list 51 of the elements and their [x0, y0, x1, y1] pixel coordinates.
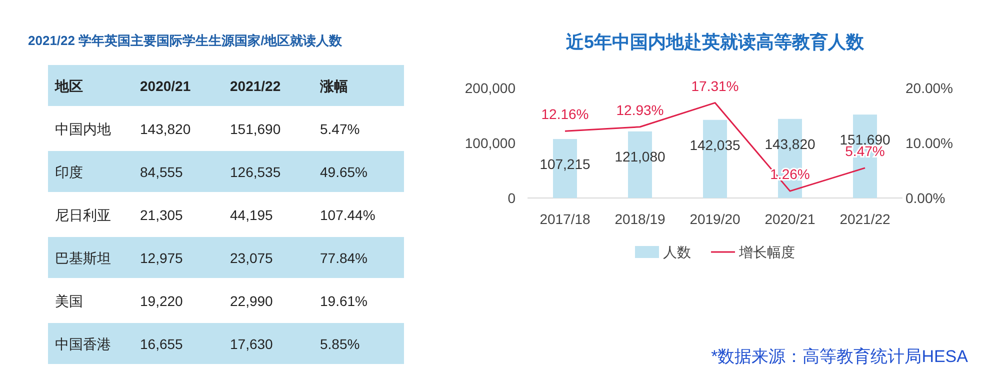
text: 巴基斯坦 [55, 250, 111, 266]
text: 23,075 [230, 250, 274, 266]
legend-label: 增长幅度 [738, 244, 795, 260]
text: 19.61% [320, 293, 368, 309]
text: *数据来源：高等教育统计局HESA [711, 347, 969, 366]
y-tick-label: 100,000 [464, 135, 516, 151]
text: 2021/22 学年英国主要国际学生生源国家/地区就读人数 [28, 33, 344, 48]
data-label: 143,820 [764, 136, 816, 152]
y2-tick-label: 10.00% [906, 135, 953, 151]
text: 151,690 [230, 121, 281, 137]
text: 印度 [55, 164, 83, 180]
data-label: 12.16% [541, 106, 589, 122]
y2-tick-label: 20.00% [906, 80, 953, 96]
text: 22,990 [230, 293, 274, 309]
chart-title: 近5年中国内地赴英就读高等教育人数 [564, 31, 866, 52]
data-label: 121,080 [614, 148, 666, 164]
text: 16,655 [140, 336, 184, 352]
text: 2021/22 [230, 78, 281, 94]
text: 尼日利亚 [55, 207, 111, 223]
text: 17,630 [230, 336, 274, 352]
text: 涨幅 [319, 78, 348, 94]
text: 地区 [54, 78, 83, 94]
text: 143,820 [140, 121, 191, 137]
text: 126,535 [230, 164, 281, 180]
text: 中国香港 [55, 336, 111, 352]
x-tick-label: 2017/18 [540, 211, 591, 227]
x-tick-label: 2018/19 [614, 211, 666, 227]
text: 5.47% [320, 121, 360, 137]
x-tick-label: 2019/20 [690, 211, 741, 227]
text: 美国 [55, 293, 83, 309]
text: 44,195 [230, 207, 274, 223]
data-label: 12.93% [616, 102, 664, 118]
x-tick-label: 2021/22 [840, 211, 891, 227]
data-label: 17.31% [691, 78, 739, 94]
text: 77.84% [320, 250, 368, 266]
x-tick-label: 2020/21 [764, 211, 816, 227]
text: 2020/21 [140, 78, 191, 94]
data-label: 142,035 [690, 136, 741, 153]
data-label: 107,215 [540, 156, 591, 172]
text: 84,555 [140, 164, 184, 180]
text: 49.65% [320, 164, 368, 180]
text: 中国内地 [55, 121, 111, 137]
text: 12,975 [140, 250, 184, 266]
y-tick-label: 200,000 [464, 80, 516, 96]
text: 107.44% [320, 207, 376, 223]
legend-label: 人数 [663, 244, 691, 260]
y2-tick-label: 0.00% [906, 190, 946, 206]
text: 19,220 [140, 293, 184, 309]
text: 5.85% [320, 336, 360, 352]
y-tick-label: 0 [508, 190, 516, 206]
text: 21,305 [140, 207, 184, 223]
